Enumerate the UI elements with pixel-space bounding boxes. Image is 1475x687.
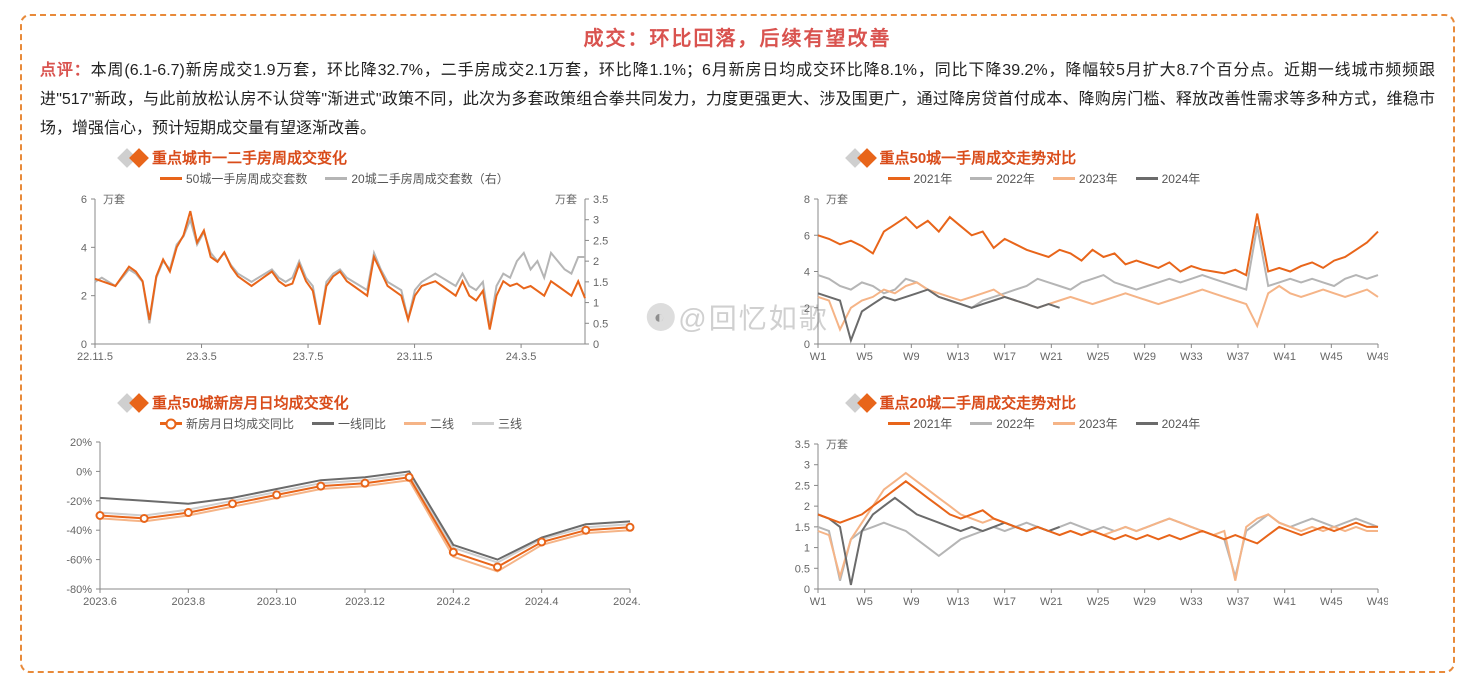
page-title: 成交：环比回落，后续有望改善 xyxy=(40,22,1435,51)
chart3-title: 重点50城新房月日均成交变化 xyxy=(152,392,349,413)
chart-20city-secondary-yoy: 重点20城二手周成交走势对比 2021年 2022年 2023年 2024年 0… xyxy=(768,392,1436,637)
chart3-legend: 新房月日均成交同比 一线同比 二线 三线 xyxy=(160,415,708,432)
svg-text:2024.4: 2024.4 xyxy=(525,596,559,608)
svg-text:W5: W5 xyxy=(856,596,873,608)
comment-lead: 点评： xyxy=(40,62,91,79)
chart4-svg: 0 0.5 1 1.5 2 2.5 3 3.5 万套 W1 W5 W9 W13 W17 W21 W25 W29 W… xyxy=(768,434,1388,614)
svg-text:2.5: 2.5 xyxy=(794,481,809,493)
svg-text:0.5: 0.5 xyxy=(593,319,608,331)
diamond-icon xyxy=(129,148,149,168)
svg-text:W29: W29 xyxy=(1133,351,1156,363)
svg-text:0.5: 0.5 xyxy=(794,564,809,576)
report-frame: 成交：环比回落，后续有望改善 点评：本周(6.1-6.7)新房成交1.9万套，环… xyxy=(20,14,1455,673)
svg-text:W21: W21 xyxy=(1040,596,1063,608)
svg-text:3: 3 xyxy=(593,215,599,227)
svg-text:W1: W1 xyxy=(809,351,826,363)
chart-50city-primary-yoy: 重点50城一手周成交走势对比 2021年 2022年 2023年 2024年 0… xyxy=(768,147,1436,392)
svg-text:W45: W45 xyxy=(1320,596,1343,608)
svg-text:W49: W49 xyxy=(1366,351,1387,363)
svg-text:23.11.5: 23.11.5 xyxy=(397,351,433,363)
svg-text:1: 1 xyxy=(803,543,809,555)
comment-body: 本周(6.1-6.7)新房成交1.9万套，环比降32.7%，二手房成交2.1万套… xyxy=(40,62,1435,137)
svg-text:万套: 万套 xyxy=(103,193,125,206)
svg-text:W9: W9 xyxy=(903,596,920,608)
svg-text:2023.8: 2023.8 xyxy=(172,596,206,608)
svg-text:W17: W17 xyxy=(993,596,1016,608)
svg-text:2: 2 xyxy=(803,502,809,514)
chart2-svg: 0 2 4 6 8 万套 W1 W5 W9 W13 W17 W21 W25 W29 W33 W37 W41 W45… xyxy=(768,189,1388,369)
svg-text:W17: W17 xyxy=(993,351,1016,363)
diamond-icon xyxy=(129,393,149,413)
svg-text:2023.10: 2023.10 xyxy=(257,596,297,608)
svg-text:8: 8 xyxy=(803,194,809,206)
chart-weekly-primary-secondary: 重点城市一二手房周成交变化 50城一手房周成交套数 20城二手房周成交套数（右）… xyxy=(40,147,708,392)
svg-text:-40%: -40% xyxy=(66,526,92,538)
svg-text:0: 0 xyxy=(593,339,599,351)
svg-text:W37: W37 xyxy=(1226,596,1249,608)
svg-text:W41: W41 xyxy=(1273,596,1296,608)
commentary-paragraph: 点评：本周(6.1-6.7)新房成交1.9万套，环比降32.7%，二手房成交2.… xyxy=(40,57,1435,143)
svg-text:万套: 万套 xyxy=(555,193,577,206)
svg-text:2023.12: 2023.12 xyxy=(345,596,385,608)
svg-text:4: 4 xyxy=(81,243,87,255)
svg-text:2: 2 xyxy=(593,257,599,269)
chart2-title: 重点50城一手周成交走势对比 xyxy=(880,147,1077,168)
svg-text:2: 2 xyxy=(803,303,809,315)
svg-text:23.3.5: 23.3.5 xyxy=(186,351,217,363)
svg-text:20%: 20% xyxy=(70,437,92,449)
diamond-icon xyxy=(857,393,877,413)
svg-text:万套: 万套 xyxy=(826,438,848,451)
svg-text:-60%: -60% xyxy=(66,555,92,567)
svg-text:24.3.5: 24.3.5 xyxy=(506,351,537,363)
chart1-legend: 50城一手房周成交套数 20城二手房周成交套数（右） xyxy=(160,170,708,187)
diamond-icon xyxy=(857,148,877,168)
svg-text:1.5: 1.5 xyxy=(593,277,608,289)
svg-text:6: 6 xyxy=(803,231,809,243)
svg-text:W13: W13 xyxy=(946,596,969,608)
svg-text:2.5: 2.5 xyxy=(593,236,608,248)
chart-monthly-daily-avg: 重点50城新房月日均成交变化 新房月日均成交同比 一线同比 二线 三线 -80%… xyxy=(40,392,708,637)
svg-text:23.7.5: 23.7.5 xyxy=(293,351,324,363)
svg-text:W37: W37 xyxy=(1226,351,1249,363)
svg-text:-80%: -80% xyxy=(66,584,92,596)
svg-text:W25: W25 xyxy=(1086,351,1109,363)
svg-text:W33: W33 xyxy=(1180,351,1203,363)
svg-text:2: 2 xyxy=(81,291,87,303)
svg-text:W1: W1 xyxy=(809,596,826,608)
svg-text:W29: W29 xyxy=(1133,596,1156,608)
svg-text:2024.2: 2024.2 xyxy=(437,596,471,608)
svg-text:W5: W5 xyxy=(856,351,873,363)
chart2-legend: 2021年 2022年 2023年 2024年 xyxy=(888,170,1436,187)
svg-text:W33: W33 xyxy=(1180,596,1203,608)
chart1-title: 重点城市一二手房周成交变化 xyxy=(152,147,347,168)
svg-text:-20%: -20% xyxy=(66,496,92,508)
svg-text:3.5: 3.5 xyxy=(593,194,608,206)
svg-text:2024.6: 2024.6 xyxy=(613,596,640,608)
svg-text:1: 1 xyxy=(593,298,599,310)
svg-text:0: 0 xyxy=(803,584,809,596)
svg-text:3: 3 xyxy=(803,460,809,472)
svg-text:4: 4 xyxy=(803,267,809,279)
svg-text:万套: 万套 xyxy=(826,193,848,206)
chart4-title: 重点20城二手周成交走势对比 xyxy=(880,392,1077,413)
chart3-svg: -80% -60% -40% -20% 0% 20% 2023.6 2023.8 2023.10… xyxy=(40,434,640,614)
svg-text:0: 0 xyxy=(803,339,809,351)
svg-text:22.11.5: 22.11.5 xyxy=(77,351,113,363)
svg-text:W45: W45 xyxy=(1320,351,1343,363)
svg-text:W13: W13 xyxy=(946,351,969,363)
svg-text:W49: W49 xyxy=(1366,596,1387,608)
svg-text:1.5: 1.5 xyxy=(794,522,809,534)
charts-grid: 重点城市一二手房周成交变化 50城一手房周成交套数 20城二手房周成交套数（右）… xyxy=(40,147,1435,637)
chart1-svg: 0 2 4 6 0 0.5 1 1.5 2 2.5 3 3.5 万套 万套 22.11.5 23.3.5 23.… xyxy=(40,189,640,369)
svg-text:3.5: 3.5 xyxy=(794,439,809,451)
chart4-legend: 2021年 2022年 2023年 2024年 xyxy=(888,415,1436,432)
svg-text:W9: W9 xyxy=(903,351,920,363)
svg-text:6: 6 xyxy=(81,194,87,206)
svg-text:W21: W21 xyxy=(1040,351,1063,363)
svg-text:0%: 0% xyxy=(76,467,92,479)
svg-text:2023.6: 2023.6 xyxy=(83,596,117,608)
svg-text:W41: W41 xyxy=(1273,351,1296,363)
svg-text:W25: W25 xyxy=(1086,596,1109,608)
svg-text:0: 0 xyxy=(81,339,87,351)
